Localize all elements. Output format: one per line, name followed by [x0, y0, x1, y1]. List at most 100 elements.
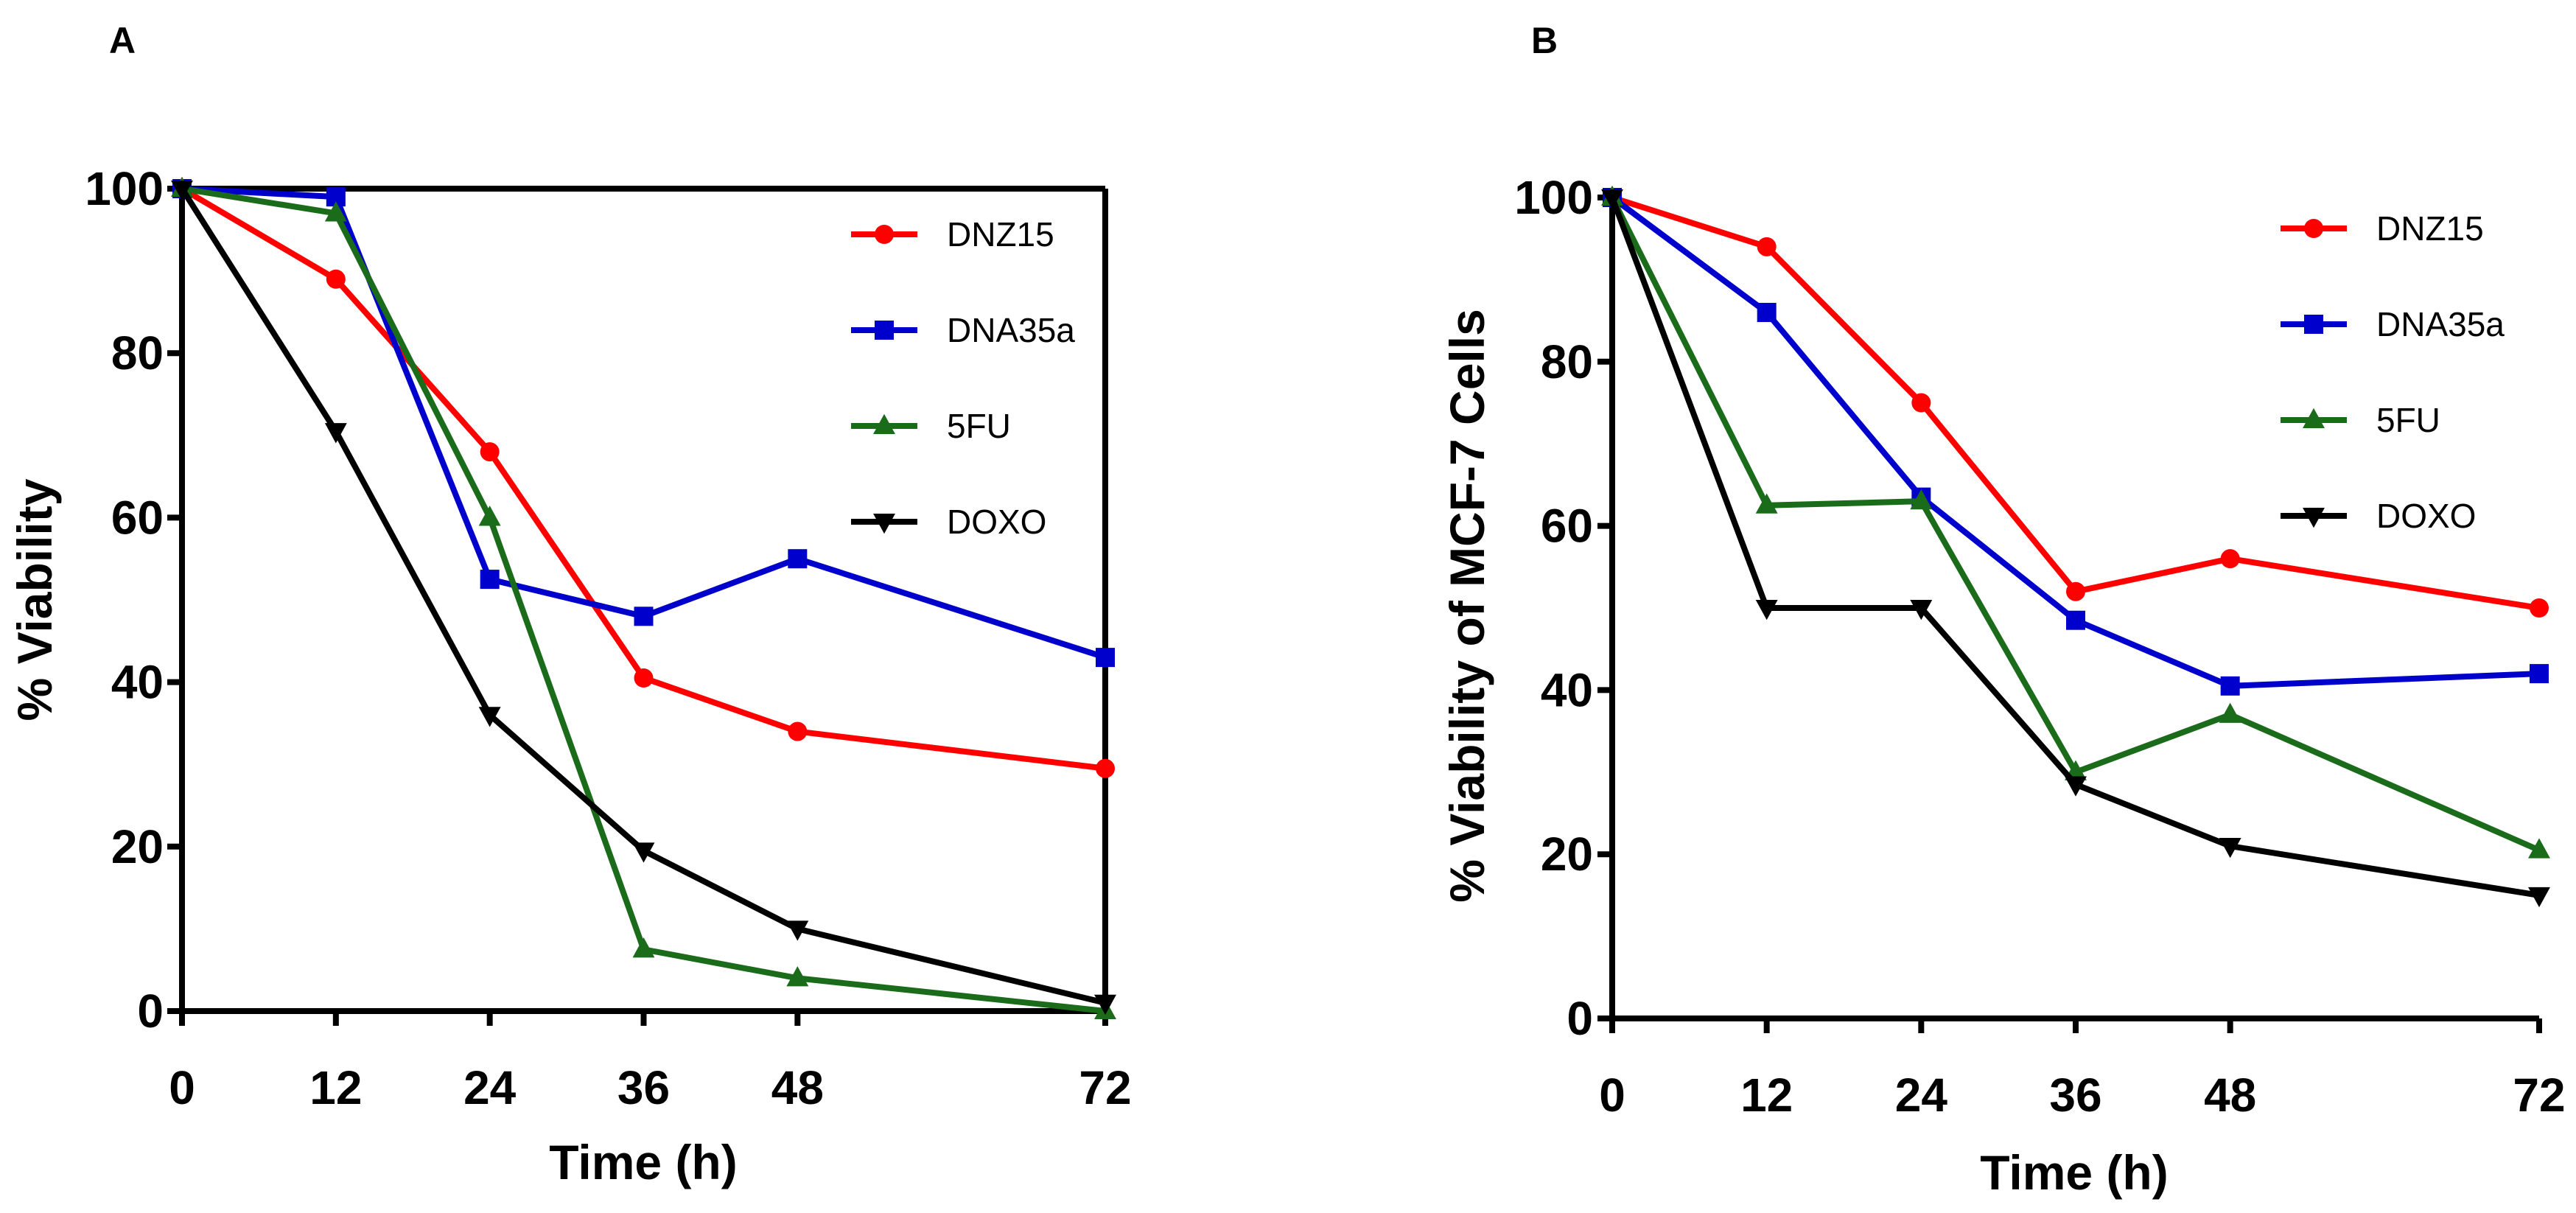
y-tick-label: 40: [111, 656, 164, 709]
series-line-dna35a: [181, 186, 1107, 660]
series-line-5fu: [1609, 196, 2541, 853]
data-point-dna35a: [788, 549, 808, 569]
series-line-5fu: [181, 186, 1106, 1014]
data-point-dna35a: [1757, 302, 1777, 322]
data-point-5fu: [324, 201, 347, 222]
data-point-doxo: [1755, 599, 1778, 621]
legend-label-dnz15: DNZ15: [2376, 209, 2484, 248]
legend-label-doxo: DOXO: [947, 503, 1046, 541]
data-point-dna35a: [480, 570, 500, 590]
data-point-doxo: [2065, 776, 2087, 797]
panel-b: B 0 20 40 60 80 100 0 12 24 36 48 72 DNZ15 DNA35a 5F…: [1440, 20, 2566, 1200]
panel-b-x-ticks: 0 12 24 36 48 72: [1599, 1018, 2566, 1122]
x-tick-label: 24: [1895, 1069, 1948, 1122]
x-tick-label: 72: [2513, 1069, 2565, 1122]
x-tick-label: 48: [771, 1061, 824, 1114]
data-point-dnz15: [788, 721, 808, 741]
x-tick-label: 72: [1079, 1061, 1131, 1114]
x-tick-label: 36: [617, 1061, 670, 1114]
data-point-doxo: [632, 842, 655, 863]
y-tick-label: 20: [111, 820, 164, 873]
data-point-doxo: [171, 180, 193, 201]
data-point-5fu: [1910, 489, 1933, 510]
y-tick-label: 40: [1541, 663, 1593, 716]
legend-marker-dna35a: [2304, 315, 2323, 334]
legend-marker-dnz15: [875, 225, 894, 244]
data-point-doxo: [324, 423, 347, 444]
data-point-dna35a: [2530, 664, 2549, 684]
panel-a-series: [171, 176, 1116, 1020]
panel-b-y-ticks: 0 20 40 60 80 100: [1514, 171, 1612, 1045]
panel-a: A 0 20 40 60 80 100 0 12 24 36 48 72 DNZ15 DNA35a 5F…: [7, 20, 1132, 1189]
legend-label-dnz15: DNZ15: [947, 215, 1054, 254]
y-tick-label: 100: [85, 162, 164, 215]
series-line-doxo: [179, 186, 1106, 1006]
x-tick-label: 48: [2204, 1069, 2256, 1122]
y-tick-label: 60: [111, 491, 164, 544]
series-line-doxo: [1609, 196, 2540, 898]
data-point-dna35a: [2220, 676, 2240, 696]
data-point-doxo: [786, 920, 809, 941]
data-point-dna35a: [634, 606, 654, 626]
y-tick-label: 100: [1514, 171, 1593, 224]
data-point-5fu: [2219, 702, 2241, 723]
legend-marker-dna35a: [875, 321, 894, 340]
data-point-dnz15: [1911, 393, 1931, 413]
x-tick-label: 36: [2049, 1069, 2101, 1122]
data-point-doxo: [1094, 994, 1116, 1016]
data-point-dnz15: [1757, 237, 1777, 256]
panel-a-y-axis-title: % Viability: [7, 478, 62, 721]
panel-b-label: B: [1531, 20, 1558, 61]
data-point-5fu: [632, 937, 655, 958]
legend-marker-doxo: [873, 513, 895, 534]
data-point-doxo: [2528, 887, 2550, 908]
data-point-dnz15: [634, 668, 654, 688]
legend-marker-5fu: [2303, 408, 2325, 429]
legend-label-5fu: 5FU: [2376, 401, 2440, 439]
data-point-5fu: [1755, 493, 1778, 514]
y-tick-label: 0: [1567, 992, 1593, 1045]
data-point-dnz15: [2530, 598, 2549, 618]
data-point-doxo: [1910, 599, 1933, 621]
x-tick-label: 24: [463, 1061, 517, 1114]
y-tick-label: 60: [1541, 500, 1593, 553]
legend-label-dna35a: DNA35a: [947, 311, 1075, 349]
legend-marker-5fu: [873, 413, 895, 435]
panel-a-y-ticks: 0 20 40 60 80 100: [85, 162, 182, 1038]
y-tick-label: 20: [1541, 828, 1593, 881]
legend-label-5fu: 5FU: [947, 407, 1011, 445]
y-tick-label: 80: [111, 326, 164, 380]
panel-b-series: [1601, 185, 2550, 908]
data-point-5fu: [2528, 838, 2550, 859]
x-tick-label: 0: [1599, 1069, 1625, 1122]
x-tick-label: 0: [169, 1061, 195, 1114]
data-point-dna35a: [2066, 610, 2085, 630]
panel-a-x-ticks: 0 12 24 36 48 72: [169, 1011, 1132, 1114]
y-tick-label: 80: [1541, 335, 1593, 388]
data-point-doxo: [1601, 189, 1623, 210]
legend-marker-doxo: [2303, 507, 2325, 528]
series-line-dnz15: [180, 186, 1106, 772]
series-line-dna35a: [1610, 195, 2540, 689]
data-point-doxo: [478, 707, 501, 727]
data-point-dnz15: [1096, 758, 1115, 778]
x-tick-label: 12: [1740, 1069, 1793, 1122]
data-point-dnz15: [480, 442, 500, 462]
data-point-dna35a: [1096, 648, 1115, 668]
series-line-dnz15: [1611, 195, 2540, 611]
x-tick-label: 12: [309, 1061, 362, 1114]
data-point-dnz15: [326, 269, 346, 289]
panel-b-y-axis-title: % Viability of MCF-7 Cells: [1440, 309, 1494, 903]
panel-a-x-axis-title: Time (h): [549, 1135, 737, 1189]
data-point-dnz15: [2066, 581, 2085, 601]
data-point-doxo: [2219, 838, 2241, 859]
y-tick-label: 0: [137, 985, 164, 1038]
panel-a-label: A: [109, 20, 136, 61]
legend-label-doxo: DOXO: [2376, 497, 2476, 535]
legend-label-dna35a: DNA35a: [2376, 305, 2505, 343]
panel-a-legend: DNZ15 DNA35a 5FU DOXO: [851, 215, 1075, 541]
panel-b-legend: DNZ15 DNA35a 5FU DOXO: [2281, 209, 2505, 535]
legend-marker-dnz15: [2304, 219, 2323, 238]
panel-b-x-axis-title: Time (h): [1980, 1145, 2168, 1200]
